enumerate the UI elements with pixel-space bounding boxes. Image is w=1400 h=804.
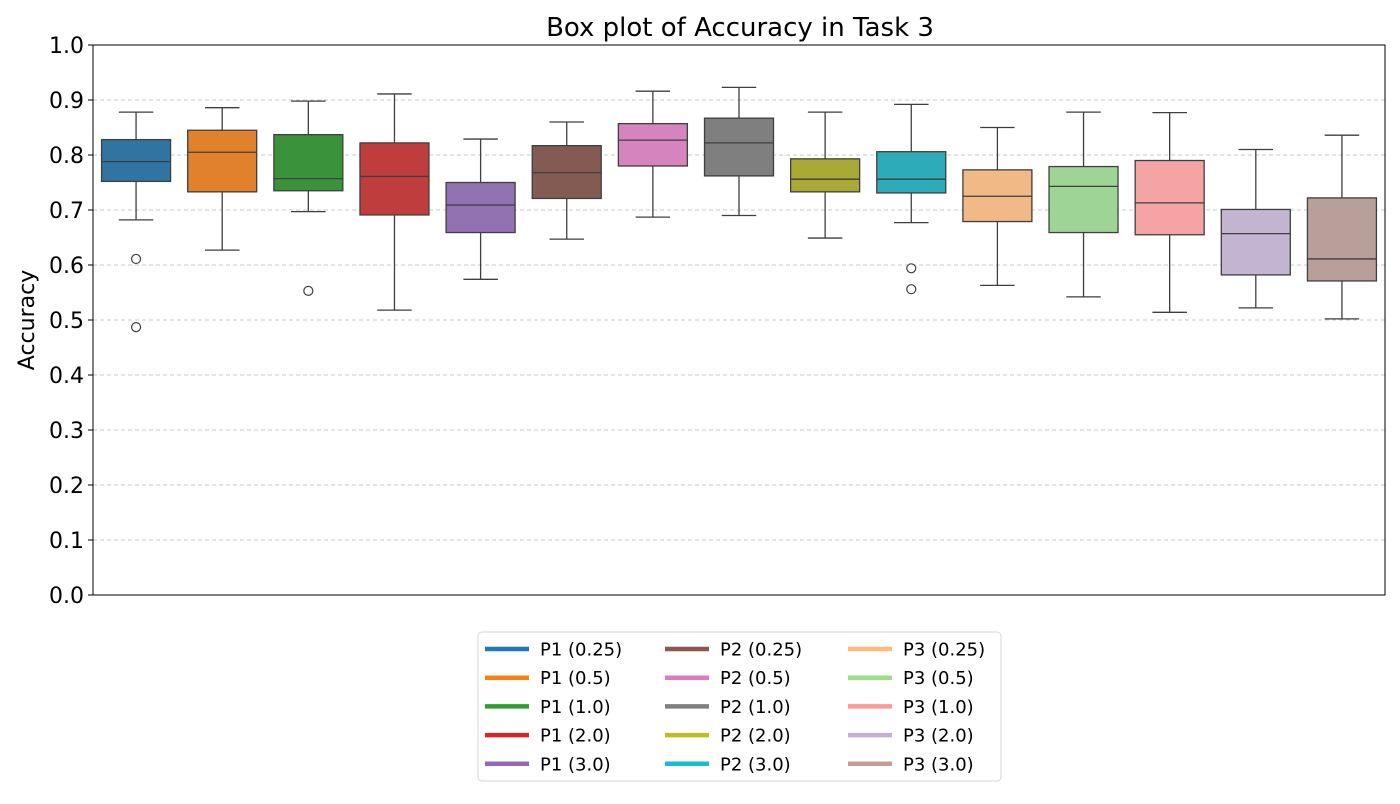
legend-label: P1 (2.0) bbox=[540, 726, 611, 747]
legend-item: P1 (0.5) bbox=[485, 668, 611, 689]
y-tick-label: 0.0 bbox=[49, 584, 84, 609]
box-8 bbox=[703, 86, 775, 217]
legend-item: P1 (1.0) bbox=[485, 697, 611, 718]
y-tick-label: 0.5 bbox=[49, 309, 84, 334]
box-7 bbox=[617, 90, 689, 218]
box-2 bbox=[187, 107, 258, 251]
y-tick-label: 0.8 bbox=[49, 144, 84, 169]
box-3 bbox=[273, 100, 344, 296]
legend-label: P2 (0.5) bbox=[720, 668, 791, 689]
legend-item: P2 (2.0) bbox=[665, 726, 791, 747]
y-tick-label: 0.6 bbox=[49, 254, 84, 279]
iqr-box bbox=[187, 129, 258, 193]
legend-label: P1 (1.0) bbox=[540, 697, 611, 718]
y-tick-label: 0.7 bbox=[49, 199, 84, 224]
iqr-box bbox=[1134, 159, 1205, 236]
legend-label: P3 (0.25) bbox=[903, 640, 985, 661]
legend-label: P3 (0.5) bbox=[903, 668, 974, 689]
y-tick-label: 1.0 bbox=[49, 34, 84, 59]
iqr-box bbox=[617, 123, 689, 167]
iqr-box bbox=[445, 181, 516, 234]
box-9 bbox=[789, 111, 861, 239]
y-tick-label: 0.3 bbox=[49, 419, 84, 444]
legend-item: P3 (3.0) bbox=[848, 754, 974, 775]
outlier-point bbox=[130, 253, 142, 265]
iqr-box bbox=[1048, 165, 1119, 234]
box-11 bbox=[962, 126, 1033, 287]
legend: P1 (0.25) P1 (0.5) P1 (1.0) P1 (2.0) P1 (3.0… bbox=[477, 631, 1002, 782]
legend-label: P1 (3.0) bbox=[540, 754, 611, 775]
y-tick-label: 0.9 bbox=[49, 89, 84, 114]
iqr-box bbox=[359, 142, 430, 216]
y-axis-label: Accuracy bbox=[15, 270, 40, 370]
legend-label: P2 (3.0) bbox=[720, 754, 791, 775]
outlier-point bbox=[906, 284, 917, 295]
iqr-box bbox=[703, 117, 775, 177]
legend-item: P1 (0.25) bbox=[485, 640, 622, 661]
y-tick-label: 0.2 bbox=[49, 474, 84, 499]
outlier-point bbox=[130, 322, 142, 333]
iqr-box bbox=[100, 138, 172, 183]
legend-label: P2 (1.0) bbox=[720, 697, 791, 718]
legend-item: P2 (0.25) bbox=[665, 640, 802, 661]
legend-label: P2 (0.25) bbox=[720, 640, 802, 661]
box-4 bbox=[359, 93, 430, 311]
legend-item: P1 (3.0) bbox=[485, 754, 611, 775]
outlier-point bbox=[906, 263, 917, 274]
legend-item: P3 (0.25) bbox=[848, 640, 985, 661]
box-1 bbox=[100, 111, 172, 333]
box-10 bbox=[876, 103, 947, 295]
legend-item: P3 (0.5) bbox=[848, 668, 974, 689]
legend-item: P2 (1.0) bbox=[665, 697, 791, 718]
iqr-box bbox=[1220, 208, 1291, 276]
legend-label: P3 (1.0) bbox=[903, 697, 974, 718]
legend-label: P3 (2.0) bbox=[903, 726, 974, 747]
legend-item: P3 (2.0) bbox=[848, 726, 974, 747]
box-12 bbox=[1048, 111, 1119, 298]
box-15 bbox=[1306, 134, 1378, 320]
outlier-point bbox=[303, 285, 314, 296]
iqr-box bbox=[789, 158, 861, 193]
y-axis-ticks: 0.0 0.1 0.2 0.3 0.4 0.5 0.6 0.7 0.8 0.9 1.0 bbox=[49, 34, 93, 609]
legend-label: P1 (0.5) bbox=[540, 668, 611, 689]
iqr-box bbox=[1306, 197, 1378, 282]
box-13 bbox=[1134, 112, 1205, 313]
box-14 bbox=[1220, 148, 1291, 309]
legend-item: P3 (1.0) bbox=[848, 697, 974, 718]
y-tick-label: 0.4 bbox=[49, 364, 84, 389]
box-6 bbox=[531, 121, 602, 240]
legend-item: P2 (0.5) bbox=[665, 668, 791, 689]
iqr-box bbox=[876, 151, 947, 194]
iqr-box bbox=[273, 133, 344, 192]
legend-item: P1 (2.0) bbox=[485, 726, 611, 747]
legend-label: P2 (2.0) bbox=[720, 726, 791, 747]
legend-label: P3 (3.0) bbox=[903, 754, 974, 775]
legend-label: P1 (0.25) bbox=[540, 640, 622, 661]
box-series bbox=[100, 86, 1378, 333]
y-tick-label: 0.1 bbox=[49, 529, 84, 554]
chart-title: Box plot of Accuracy in Task 3 bbox=[546, 13, 934, 43]
legend-item: P2 (3.0) bbox=[665, 754, 791, 775]
legend-box bbox=[477, 631, 1002, 782]
box-5 bbox=[445, 138, 516, 280]
